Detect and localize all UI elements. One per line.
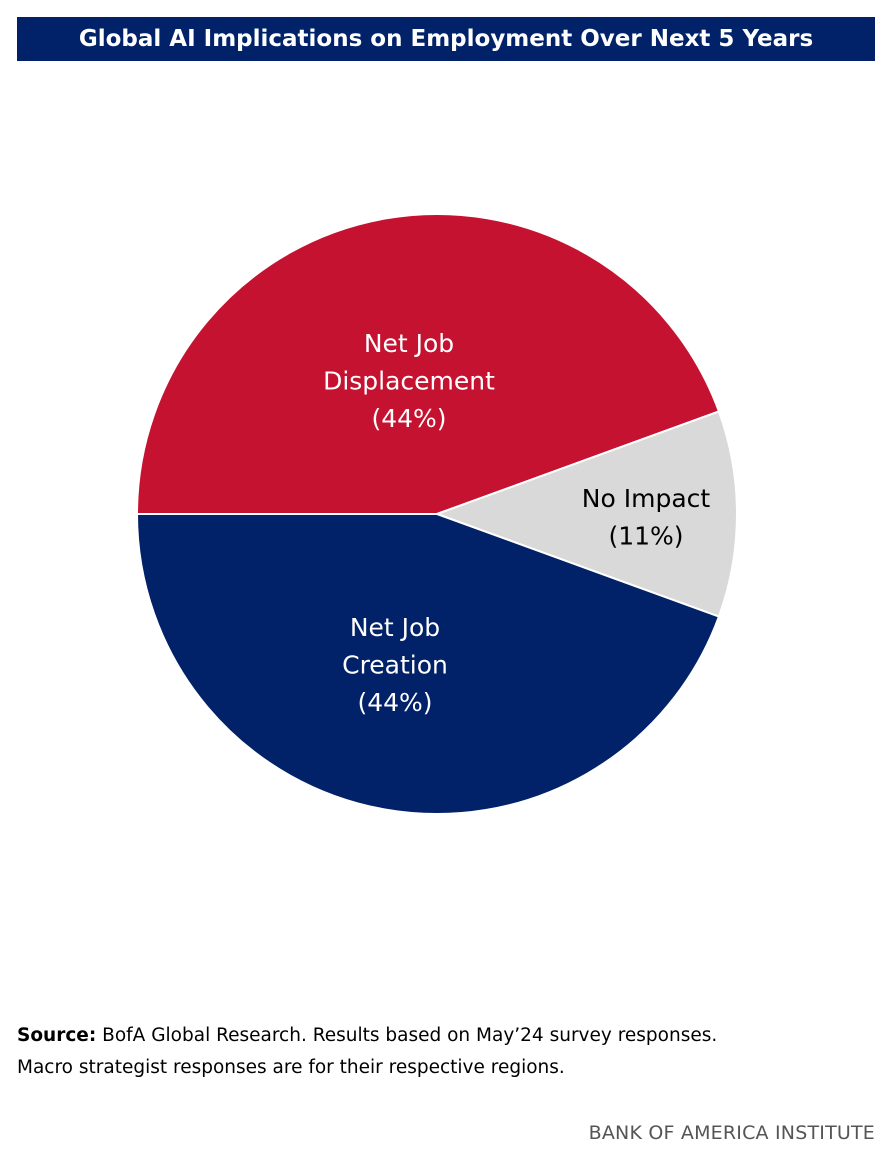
source-text: BofA Global Research. Results based on M… xyxy=(96,1025,718,1046)
pie-labels: Net Job Displacement (44%) No Impact (11%) Ne… xyxy=(323,329,710,717)
slice-label-line: Net Job xyxy=(364,329,454,358)
slice-label-line: Creation xyxy=(342,651,448,680)
slice-label-line: Net Job xyxy=(350,613,440,642)
slice-label-line: (11%) xyxy=(608,522,683,551)
slice-label-line: (44%) xyxy=(357,688,432,717)
slice-label-net-job-creation: Net Job Creation (44%) xyxy=(342,613,448,717)
chart-title-text: Global AI Implications on Employment Ove… xyxy=(78,26,814,52)
slice-label-line: Displacement xyxy=(323,367,495,396)
slice-label-line: No Impact xyxy=(582,484,711,513)
source-line-2: Macro strategist responses are for their… xyxy=(17,1057,565,1078)
slice-label-no-impact: No Impact (11%) xyxy=(582,484,711,551)
pie-slice-no-impact xyxy=(434,410,738,618)
source-label: Source: xyxy=(17,1025,97,1046)
brand-logo-text: BANK OF AMERICA INSTITUTE xyxy=(588,1122,875,1144)
pie-slice-net-job-displacement xyxy=(135,213,721,515)
source-line-1: Source: BofA Global Research. Results ba… xyxy=(17,1020,877,1052)
source-note: Source: BofA Global Research. Results ba… xyxy=(17,1020,877,1084)
pie-slice-net-job-creation xyxy=(135,513,721,815)
pie-slices xyxy=(135,213,738,815)
slice-label-net-job-displacement: Net Job Displacement (44%) xyxy=(323,329,495,433)
slice-label-line: (44%) xyxy=(371,404,446,433)
chart-title: Global AI Implications on Employment Ove… xyxy=(17,17,875,61)
